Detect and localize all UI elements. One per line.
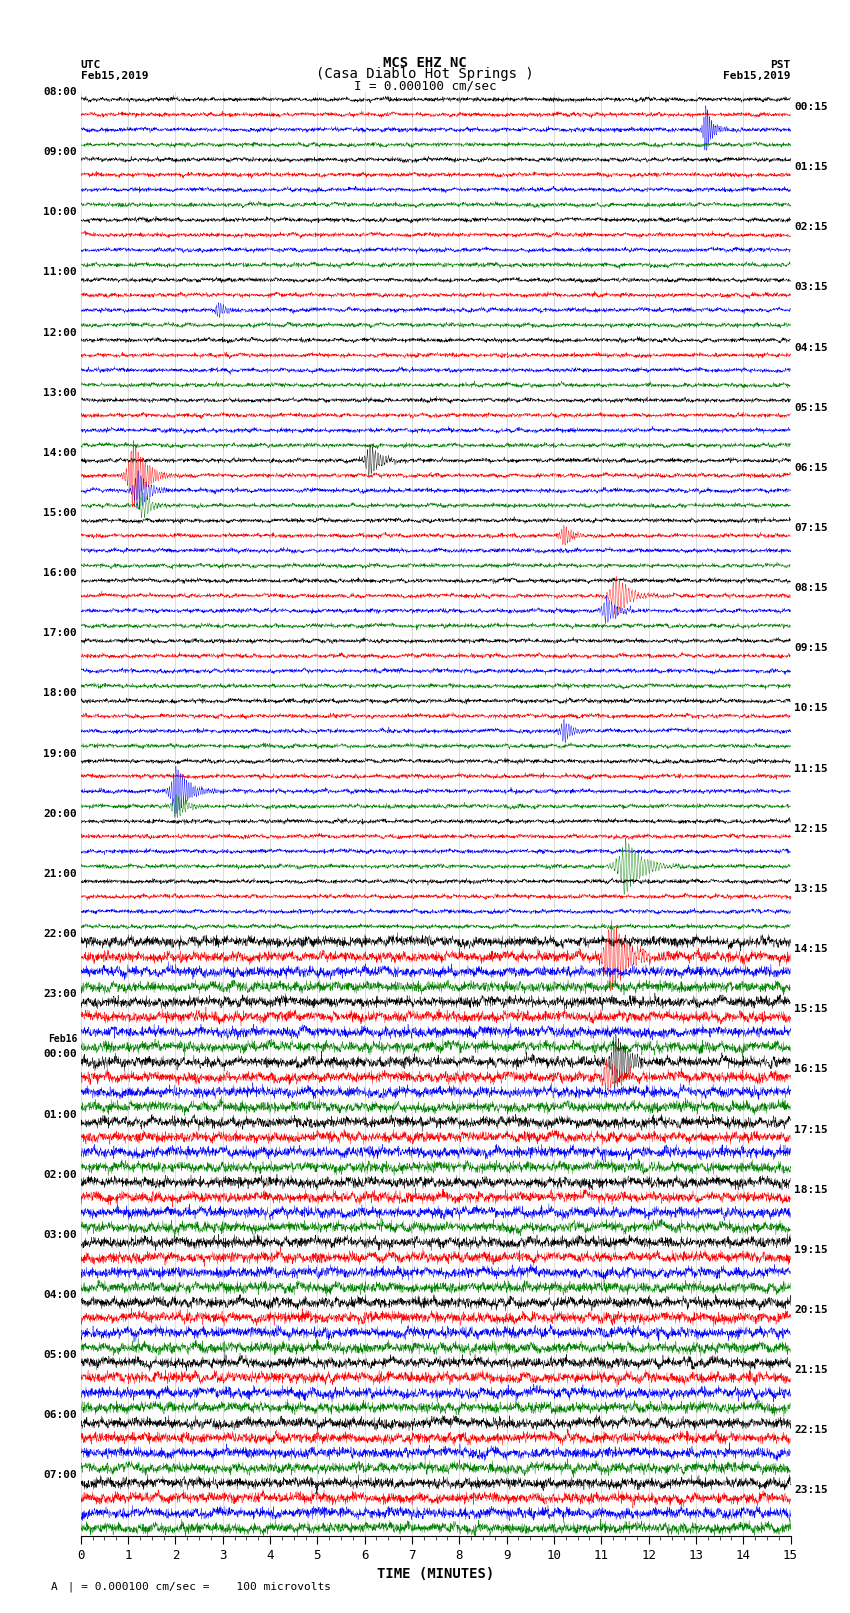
- Text: 15:15: 15:15: [794, 1005, 828, 1015]
- Text: 16:15: 16:15: [794, 1065, 828, 1074]
- Text: 21:15: 21:15: [794, 1365, 828, 1376]
- Text: 02:15: 02:15: [794, 223, 828, 232]
- Text: 18:15: 18:15: [794, 1184, 828, 1195]
- Text: 16:00: 16:00: [43, 568, 77, 577]
- Text: 12:15: 12:15: [794, 824, 828, 834]
- Text: 17:00: 17:00: [43, 629, 77, 639]
- Text: 14:00: 14:00: [43, 448, 77, 458]
- Text: (Casa Diablo Hot Springs ): (Casa Diablo Hot Springs ): [316, 68, 534, 82]
- Text: 03:15: 03:15: [794, 282, 828, 292]
- Text: 07:00: 07:00: [43, 1471, 77, 1481]
- Text: 13:00: 13:00: [43, 387, 77, 398]
- Text: 23:00: 23:00: [43, 989, 77, 998]
- Text: 11:00: 11:00: [43, 268, 77, 277]
- Text: | = 0.000100 cm/sec =    100 microvolts: | = 0.000100 cm/sec = 100 microvolts: [61, 1581, 332, 1592]
- Text: 19:00: 19:00: [43, 748, 77, 758]
- Text: 05:00: 05:00: [43, 1350, 77, 1360]
- Text: 06:15: 06:15: [794, 463, 828, 473]
- Text: 23:15: 23:15: [794, 1486, 828, 1495]
- Text: 15:00: 15:00: [43, 508, 77, 518]
- Text: 03:00: 03:00: [43, 1229, 77, 1240]
- Text: 11:15: 11:15: [794, 763, 828, 774]
- Text: 20:15: 20:15: [794, 1305, 828, 1315]
- Text: 09:15: 09:15: [794, 644, 828, 653]
- Text: UTC: UTC: [81, 60, 101, 71]
- Text: 04:00: 04:00: [43, 1290, 77, 1300]
- Text: MCS EHZ NC: MCS EHZ NC: [383, 56, 467, 71]
- Text: 01:15: 01:15: [794, 163, 828, 173]
- Text: 22:00: 22:00: [43, 929, 77, 939]
- Text: 08:15: 08:15: [794, 584, 828, 594]
- Text: A: A: [51, 1582, 58, 1592]
- Text: 10:15: 10:15: [794, 703, 828, 713]
- Text: 14:15: 14:15: [794, 944, 828, 955]
- Text: 18:00: 18:00: [43, 689, 77, 698]
- Text: 13:15: 13:15: [794, 884, 828, 894]
- Text: 10:00: 10:00: [43, 206, 77, 218]
- Text: 00:15: 00:15: [794, 102, 828, 111]
- Text: 08:00: 08:00: [43, 87, 77, 97]
- Text: Feb16: Feb16: [48, 1034, 77, 1044]
- Text: 07:15: 07:15: [794, 523, 828, 532]
- Text: Feb15,2019: Feb15,2019: [723, 71, 791, 82]
- Text: 01:00: 01:00: [43, 1110, 77, 1119]
- Text: 12:00: 12:00: [43, 327, 77, 337]
- Text: PST: PST: [770, 60, 790, 71]
- Text: 22:15: 22:15: [794, 1426, 828, 1436]
- Text: 02:00: 02:00: [43, 1169, 77, 1179]
- Text: 05:15: 05:15: [794, 403, 828, 413]
- Text: 06:00: 06:00: [43, 1410, 77, 1421]
- Text: 00:00: 00:00: [43, 1050, 77, 1060]
- Text: 09:00: 09:00: [43, 147, 77, 156]
- Text: 20:00: 20:00: [43, 808, 77, 819]
- Text: Feb15,2019: Feb15,2019: [81, 71, 148, 82]
- Text: 19:15: 19:15: [794, 1245, 828, 1255]
- Text: 17:15: 17:15: [794, 1124, 828, 1134]
- Text: I = 0.000100 cm/sec: I = 0.000100 cm/sec: [354, 79, 496, 92]
- Text: 21:00: 21:00: [43, 869, 77, 879]
- Text: 04:15: 04:15: [794, 342, 828, 353]
- X-axis label: TIME (MINUTES): TIME (MINUTES): [377, 1568, 494, 1581]
